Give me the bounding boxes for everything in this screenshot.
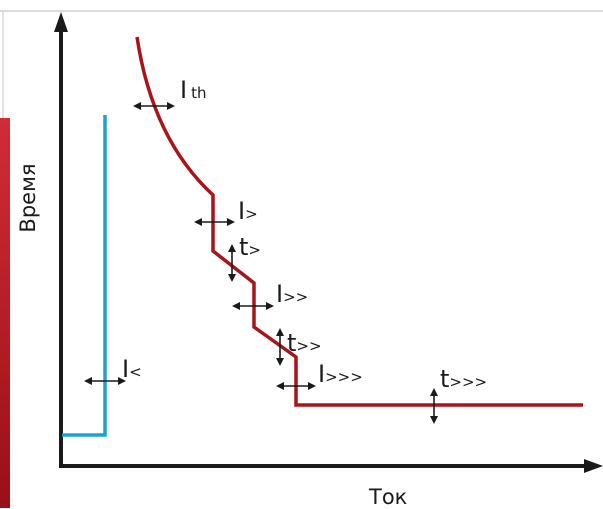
label-i-gt: I> <box>238 197 258 225</box>
label-i-th-sub: th <box>191 84 207 102</box>
t-gt2-arrow-icon <box>276 328 284 366</box>
left-accent-bar <box>0 118 10 508</box>
t-gt3-arrow-icon <box>430 388 438 424</box>
label-t-gt2-main: t <box>287 329 297 357</box>
overcurrent-curve <box>135 36 583 407</box>
setting-arrows <box>84 102 438 424</box>
label-i-lt-sub: < <box>129 363 142 381</box>
label-i-gt2-main: I <box>276 280 284 308</box>
i-lt-arrow-icon <box>84 377 126 385</box>
i-th-arrow-icon <box>133 102 175 110</box>
label-t-gt-sub: > <box>248 241 261 259</box>
x-axis-arrowhead <box>584 459 603 473</box>
label-t-gt3: t>>> <box>440 365 487 393</box>
i-gt-arrow-icon <box>194 218 235 226</box>
undercurrent-curve <box>62 115 107 437</box>
label-i-gt3-sub: >>> <box>325 368 363 386</box>
x-axis-title: Ток <box>369 485 408 509</box>
label-i-gt2: I>> <box>276 280 308 308</box>
label-i-gt3-main: I <box>318 360 326 388</box>
label-t-gt-main: t <box>239 233 249 261</box>
label-t-gt: t> <box>239 233 261 261</box>
label-i-gt-main: I <box>238 197 246 225</box>
label-t-gt3-sub: >>> <box>449 373 488 391</box>
t-gt-arrow-icon <box>228 244 236 282</box>
y-axis-title: Время <box>16 163 40 233</box>
label-i-th-main: I <box>180 76 188 104</box>
i-gt2-arrow-icon <box>232 302 274 310</box>
label-i-lt: I< <box>122 355 142 383</box>
label-t-gt2: t>> <box>287 329 322 357</box>
i-gt3-arrow-icon <box>276 382 316 390</box>
label-i-gt2-sub: >> <box>283 288 309 306</box>
label-i-gt-sub: > <box>245 205 258 223</box>
label-i-lt-main: I <box>122 355 130 383</box>
label-i-gt3: I>>> <box>318 360 363 388</box>
axes <box>54 12 603 473</box>
label-t-gt3-main: t <box>440 365 450 393</box>
y-axis-arrowhead <box>54 12 68 32</box>
label-t-gt2-sub: >> <box>296 337 322 355</box>
